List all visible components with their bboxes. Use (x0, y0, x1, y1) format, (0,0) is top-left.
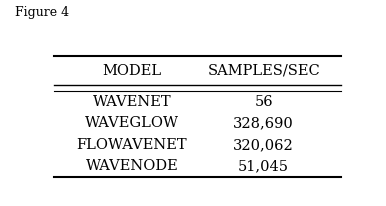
Text: FLOWAVENET: FLOWAVENET (77, 138, 187, 152)
Text: 56: 56 (254, 95, 273, 109)
Text: 51,045: 51,045 (238, 159, 289, 173)
Text: Figure 4: Figure 4 (15, 6, 69, 19)
Text: SAMPLES/SEC: SAMPLES/SEC (207, 64, 320, 78)
Text: WAVENODE: WAVENODE (86, 159, 178, 173)
Text: WAVENET: WAVENET (93, 95, 171, 109)
Text: MODEL: MODEL (102, 64, 162, 78)
Text: 328,690: 328,690 (233, 116, 294, 130)
Text: 320,062: 320,062 (233, 138, 294, 152)
Text: WAVEGLOW: WAVEGLOW (85, 116, 179, 130)
